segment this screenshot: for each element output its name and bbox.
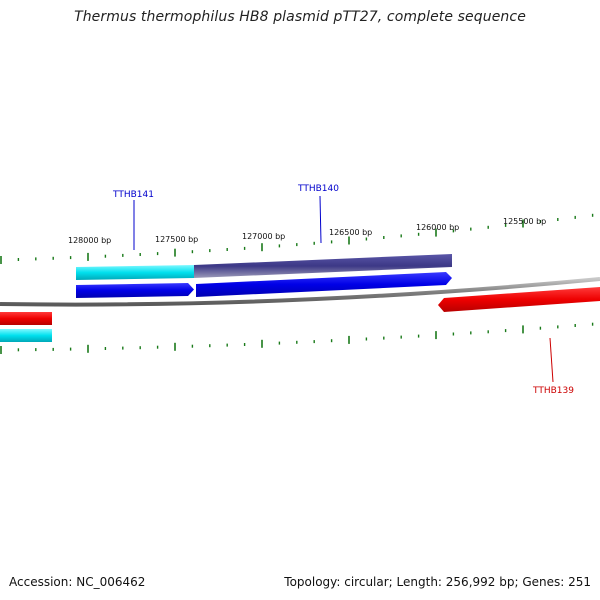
gene-arrow-tthb141[interactable] (76, 283, 194, 298)
gene-partial-red[interactable] (0, 312, 52, 325)
ruler-label: 125500 bp (503, 217, 546, 226)
gene-label-tthb139[interactable]: TTHB139 (532, 386, 574, 396)
sequence-summary-text: Topology: circular; Length: 256,992 bp; … (284, 575, 591, 589)
cds-feature-slate[interactable] (194, 254, 452, 278)
ruler-label: 126500 bp (329, 228, 372, 237)
gene-label-tthb140[interactable]: TTHB140 (297, 184, 339, 194)
gene-arrow-tthb140[interactable] (196, 272, 452, 297)
map-title: Thermus thermophilus HB8 plasmid pTT27, … (74, 9, 526, 25)
ruler-label: 128000 bp (68, 236, 111, 245)
accession-text: Accession: NC_006462 (9, 575, 146, 589)
ruler-label: 127000 bp (242, 232, 285, 241)
gene-leader-line (549, 337, 554, 383)
ruler-label: 126000 bp (416, 223, 459, 232)
gene-leader-line (319, 195, 322, 244)
cds-partial-cyan[interactable] (0, 329, 52, 342)
ruler-label: 127500 bp (155, 235, 198, 244)
cds-feature-cyan[interactable] (76, 265, 194, 280)
ruler-ticks-inner (0, 322, 594, 354)
gene-label-tthb141[interactable]: TTHB141 (112, 190, 154, 200)
gene-arrow-tthb139[interactable] (438, 287, 600, 312)
plasmid-backbone (0, 277, 600, 307)
ruler-ticks-outer (0, 213, 594, 264)
